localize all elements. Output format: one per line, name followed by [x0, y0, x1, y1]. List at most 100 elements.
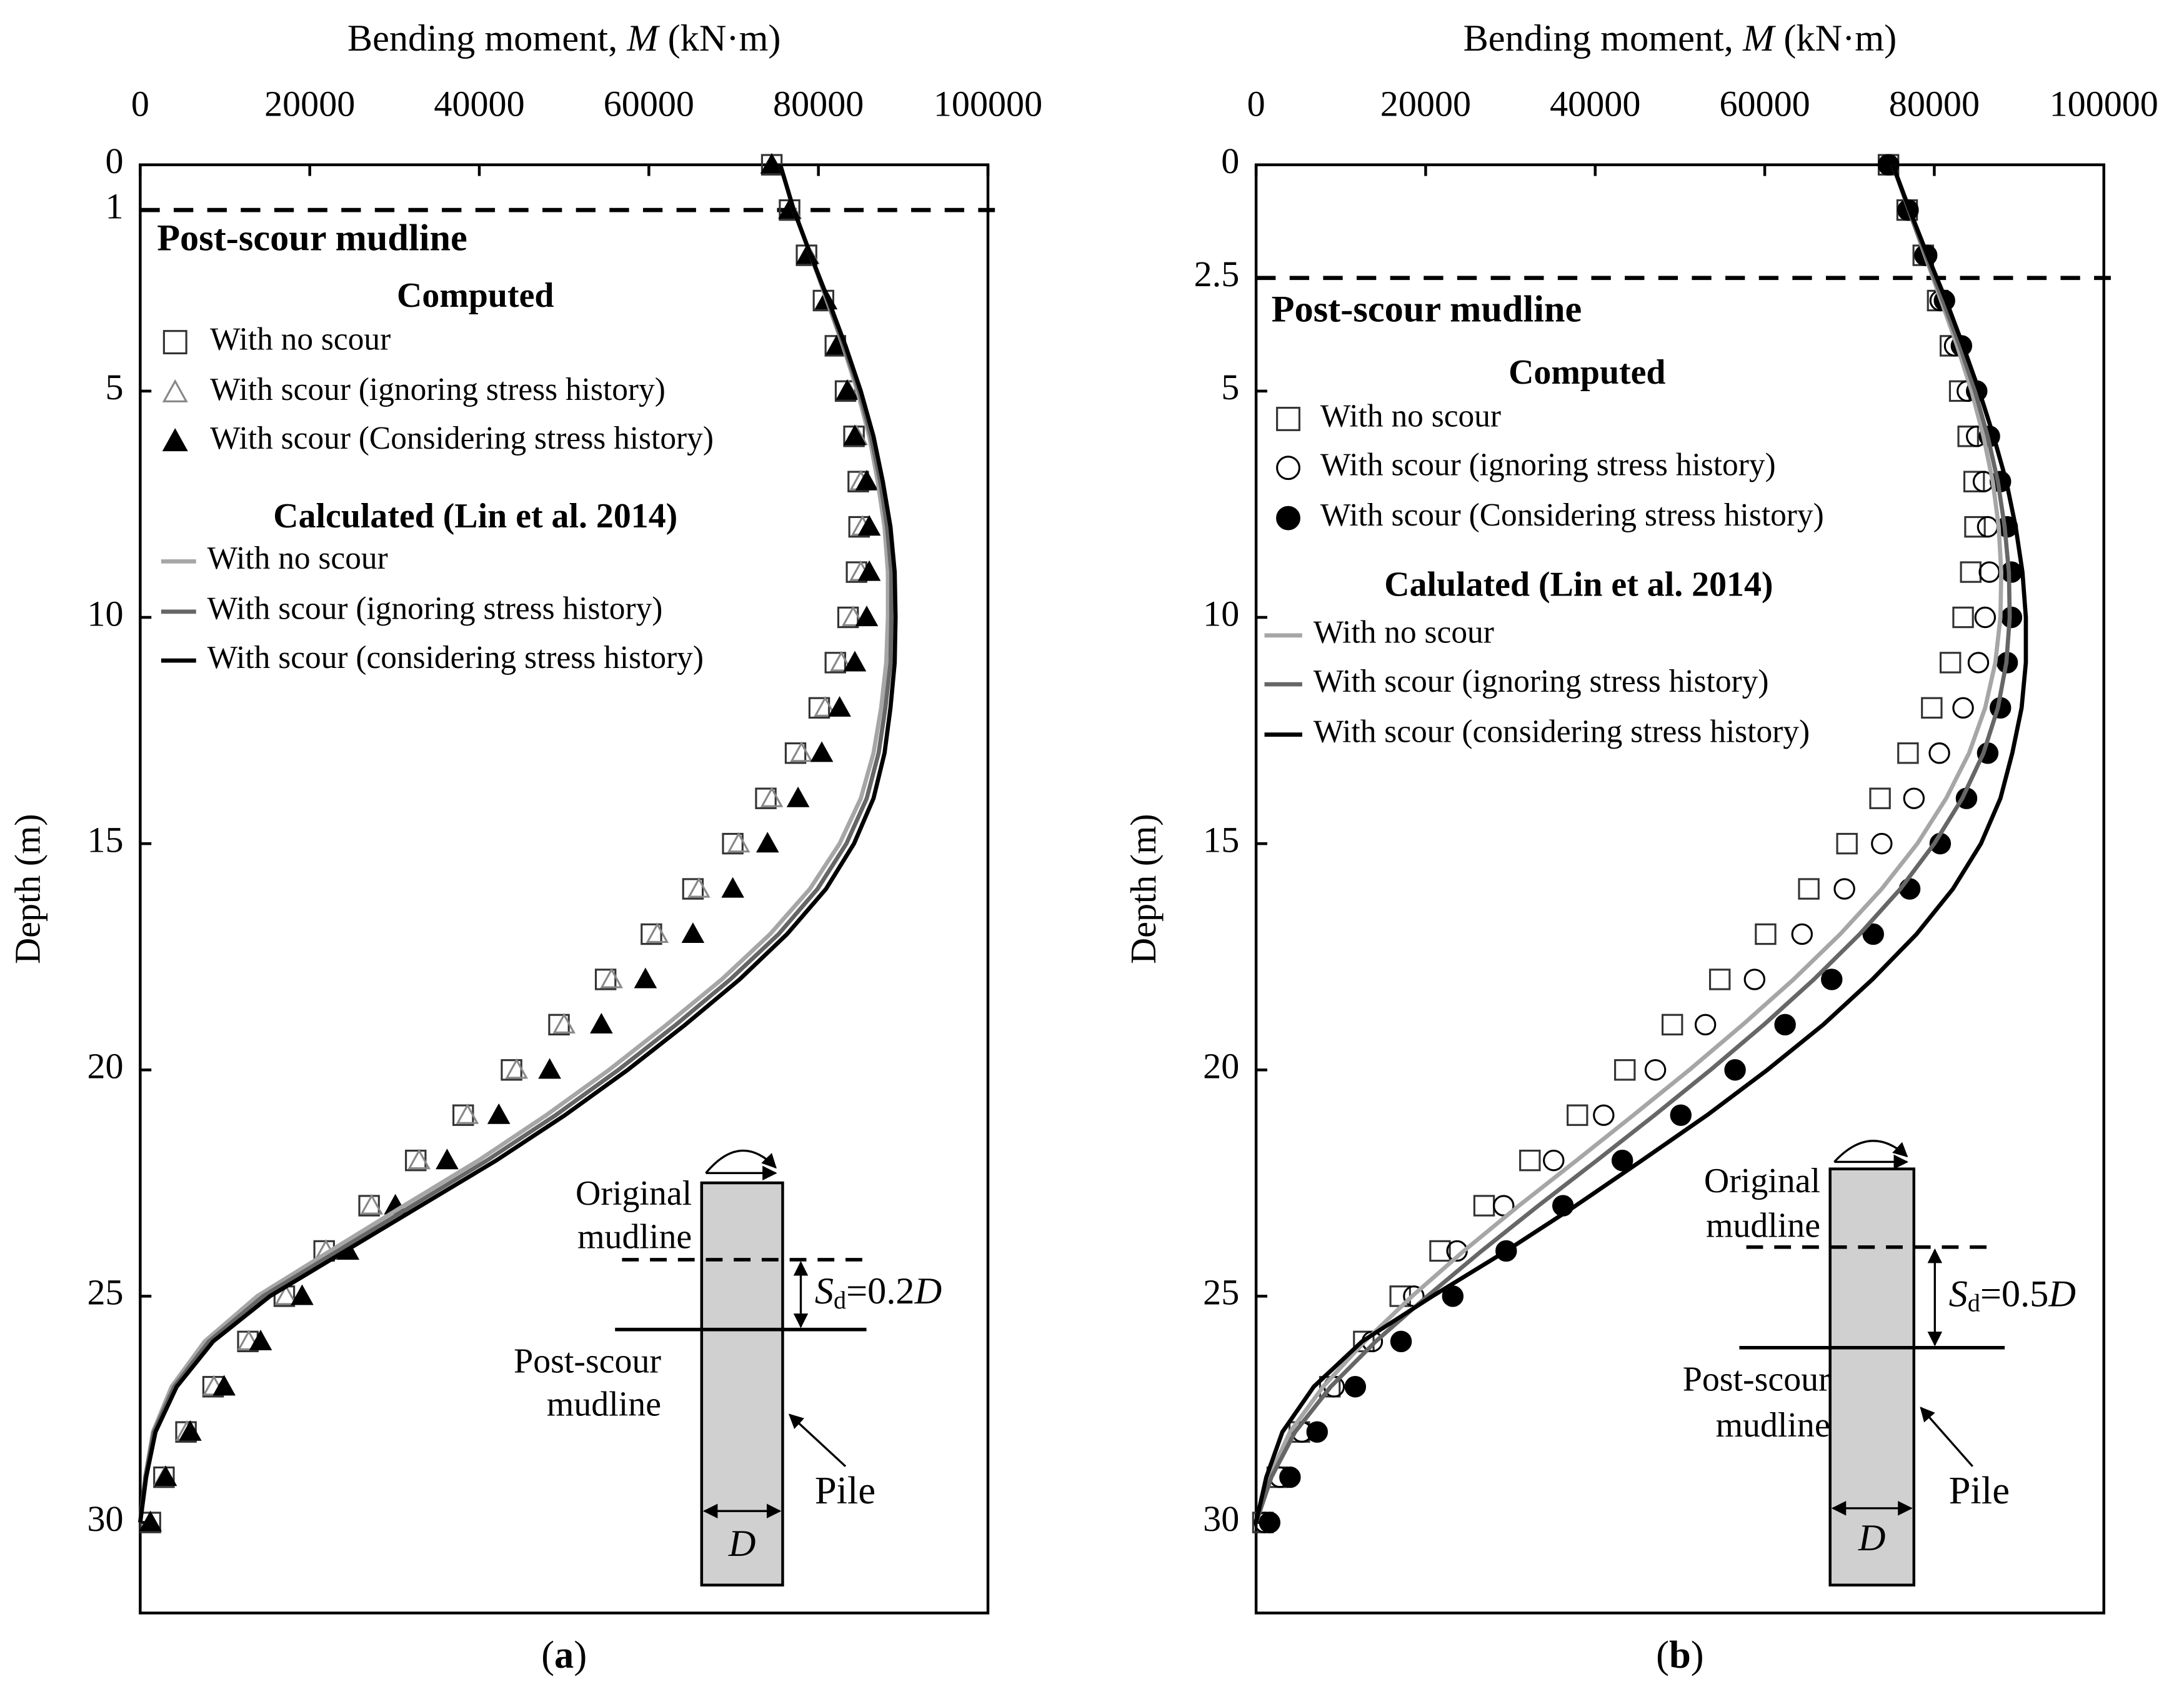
y-tick-label: 0	[106, 141, 124, 181]
pile-pointer	[788, 1413, 847, 1467]
y-tick-label: 0	[1221, 141, 1239, 181]
legend-label: With no scour	[1314, 615, 1494, 650]
panel-label-part: (	[1656, 1633, 1669, 1677]
x-axis-title-part: (kN·m)	[1774, 17, 1897, 59]
marker-circle	[1978, 561, 2000, 583]
y-axis-title: Depth (m)	[7, 814, 47, 964]
post-scour-label: mudline	[1716, 1406, 1830, 1445]
marker-square	[1429, 1240, 1451, 1262]
y-tick-label: 20	[1203, 1046, 1239, 1087]
marker-triangle	[212, 1375, 236, 1396]
marker-circle	[1543, 1149, 1565, 1172]
legend-label: With no scour	[207, 541, 388, 576]
legend-label: With scour (ignoring stress history)	[1314, 664, 1769, 699]
marker-triangle	[760, 786, 784, 807]
marker-triangle	[552, 1012, 576, 1034]
panel-label-part: )	[1691, 1633, 1704, 1677]
marker-triangle	[291, 1284, 314, 1305]
marker-circle	[1774, 1014, 1796, 1036]
marker-circle	[1791, 923, 1813, 945]
x-axis-title-part: M	[626, 17, 661, 59]
marker-circle	[1871, 832, 1893, 855]
y-tick-label: 10	[1203, 593, 1239, 634]
mudline-label: Post-scour mudline	[157, 217, 467, 259]
plot-frame	[1254, 163, 2105, 1615]
marker-triangle	[139, 1510, 162, 1532]
panel-label: (a)	[541, 1633, 587, 1677]
legend-label: With scour (ignoring stress history)	[210, 372, 666, 407]
marker-circle	[1390, 1330, 1412, 1353]
legend-label: With scour (ignoring stress history)	[207, 591, 663, 627]
marker-circle	[1493, 1195, 1515, 1217]
marker-circle	[1724, 1059, 1746, 1081]
marker-square	[1897, 742, 1919, 764]
scour-depth-part: S	[815, 1270, 834, 1312]
legend-label: With no scour	[210, 321, 391, 357]
marker-triangle	[154, 1465, 177, 1487]
marker-triangle	[538, 1058, 561, 1079]
marker-triangle	[835, 379, 859, 400]
x-tick-label: 80000	[773, 83, 864, 124]
marker-square	[1957, 426, 1979, 447]
x-axis-title: Bending moment, M (kN·m)	[347, 17, 781, 59]
pile	[1828, 1167, 1916, 1587]
scour-depth-part: d	[1968, 1289, 1980, 1317]
marker-circle	[1279, 1466, 1301, 1488]
marker-triangle	[755, 832, 779, 853]
y-tick-label: 30	[87, 1498, 123, 1539]
x-tick-label: 100000	[934, 83, 1042, 124]
legend-heading: Calculated (Lin et al. 2014)	[273, 497, 677, 536]
series-line	[1254, 164, 2028, 1523]
scour-depth-label: Sd=0.5D	[1949, 1273, 2076, 1317]
marker-circle	[1611, 1149, 1633, 1172]
scour-depth-label: Sd=0.2D	[815, 1270, 942, 1315]
marker-circle	[1442, 1285, 1464, 1307]
y-tick-label: 5	[1221, 367, 1239, 407]
panel-label-part: b	[1669, 1633, 1691, 1677]
marker-square	[808, 697, 830, 719]
marker-triangle	[843, 424, 867, 446]
marker-square	[824, 652, 847, 674]
marker-circle	[1967, 652, 1990, 674]
diameter-label: D	[1858, 1517, 1886, 1559]
y-tick-label: 1	[106, 186, 124, 226]
marker-square	[1952, 606, 1974, 629]
marker-circle	[1952, 697, 1974, 719]
legend-heading: Calulated (Lin et al. 2014)	[1384, 565, 1773, 604]
marker-square	[1276, 407, 1300, 431]
marker-triangle	[179, 1420, 202, 1441]
plot-frame	[139, 163, 990, 1615]
x-axis-title-part: M	[1742, 17, 1777, 59]
marker-triangle	[505, 1058, 529, 1079]
original-mudline-label: Original	[1704, 1162, 1820, 1200]
y-tick-label: 25	[87, 1272, 123, 1313]
marker-triangle	[829, 650, 853, 672]
marker-triangle	[760, 152, 784, 174]
series-line	[1254, 164, 2012, 1523]
marker-triangle	[456, 1103, 479, 1124]
original-mudline-label: mudline	[577, 1217, 692, 1256]
marker-triangle	[360, 1193, 384, 1215]
marker-square	[1661, 1014, 1683, 1036]
scour-depth-part: =0.2	[846, 1270, 914, 1312]
marker-circle	[1593, 1104, 1615, 1126]
marker-square	[722, 832, 744, 855]
marker-square	[1519, 1149, 1541, 1172]
x-tick-label: 40000	[434, 83, 524, 124]
marker-circle	[1344, 1376, 1367, 1398]
series-line	[138, 164, 898, 1523]
legend-heading: Computed	[397, 276, 554, 315]
scour-depth-part: D	[914, 1270, 942, 1312]
marker-triangle	[487, 1103, 511, 1124]
x-tick-label: 0	[131, 83, 149, 124]
y-tick-label: 30	[1203, 1498, 1239, 1539]
marker-square	[594, 969, 617, 990]
marker-triangle	[162, 379, 188, 402]
marker-square	[162, 330, 187, 355]
marker-circle	[1259, 1512, 1281, 1533]
marker-square	[1960, 561, 1982, 583]
pile-pointer	[1920, 1407, 1973, 1467]
x-tick-label: 80000	[1889, 83, 1980, 124]
